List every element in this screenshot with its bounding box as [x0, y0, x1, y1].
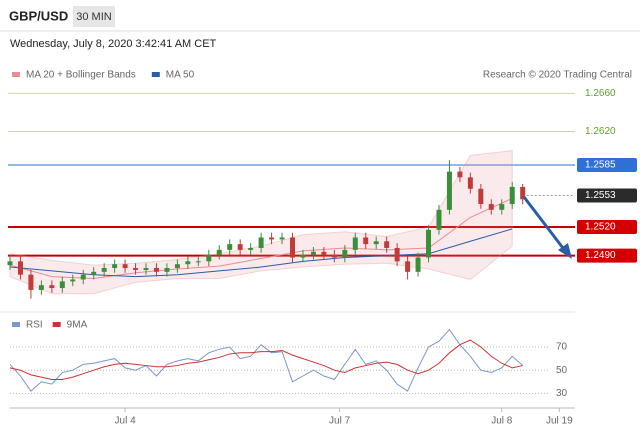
candle-body — [195, 261, 201, 263]
candle-body — [59, 281, 65, 289]
candle-body — [310, 251, 316, 255]
y-tick-label: 50 — [556, 365, 568, 376]
candle-body — [446, 171, 452, 210]
candle-body — [457, 171, 463, 178]
candle-body — [520, 186, 526, 200]
forecast-arrow — [522, 196, 568, 253]
candle-body — [206, 254, 212, 262]
candle-body — [509, 186, 515, 205]
candle-body — [38, 285, 44, 290]
candle-body — [122, 264, 128, 269]
candle-body — [384, 241, 390, 248]
candle-body — [269, 237, 275, 240]
candle-body — [143, 268, 149, 270]
y-tick-label: 70 — [556, 342, 568, 353]
candle-body — [258, 237, 264, 248]
bollinger-band — [9, 150, 513, 295]
level-label: 1.2585 — [585, 160, 616, 171]
level-label: 1.2620 — [585, 126, 616, 137]
candle-body — [216, 249, 222, 255]
candle-body — [488, 204, 494, 210]
candle-body — [91, 271, 97, 275]
legend-swatch — [12, 322, 20, 327]
x-tick-label: Jul 4 — [115, 416, 137, 427]
candle-body — [478, 188, 484, 205]
candle-body — [133, 268, 139, 270]
x-tick-label: Jul 8 — [491, 416, 513, 427]
candle-body — [49, 285, 55, 289]
candle-body — [321, 251, 327, 255]
candle-body — [436, 209, 442, 230]
legend-swatch — [52, 322, 61, 327]
indicator-line — [9, 328, 524, 392]
legend-label: 9MA — [67, 320, 88, 331]
candle-body — [70, 279, 76, 282]
candle-body — [227, 244, 233, 250]
timestamp: Wednesday, July 8, 2020 3:42:41 AM CET — [10, 38, 217, 50]
candle-body — [153, 268, 159, 272]
candle-body — [342, 249, 348, 258]
legend-label: RSI — [26, 320, 43, 331]
candle-body — [164, 268, 170, 272]
candle-body — [28, 274, 34, 290]
candle-body — [415, 257, 421, 272]
credit: Research © 2020 Trading Central — [483, 70, 632, 81]
candle-body — [363, 237, 369, 245]
level-label: 1.2490 — [585, 250, 616, 261]
candle-body — [7, 261, 13, 266]
forecast-arrowhead — [558, 243, 572, 259]
level-label-box — [577, 157, 637, 172]
legend-swatch — [151, 72, 160, 77]
x-tick-label: Jul 19 — [546, 416, 573, 427]
candle-body — [112, 264, 118, 269]
x-tick-label: Jul 7 — [329, 416, 351, 427]
candle-body — [174, 264, 180, 269]
level-label-box — [577, 248, 637, 263]
candle-body — [17, 261, 23, 275]
candle-body — [101, 268, 107, 272]
level-label-box — [577, 219, 637, 234]
candle-body — [80, 274, 86, 280]
timeframe-box — [73, 6, 115, 27]
y-tick-label: 30 — [556, 388, 568, 399]
candle-body — [499, 204, 505, 210]
candle-body — [467, 177, 473, 189]
level-label-box — [577, 188, 637, 203]
candle-body — [279, 237, 285, 240]
level-label: 1.2520 — [585, 222, 616, 233]
candle-body — [373, 241, 379, 245]
indicator-line — [9, 339, 523, 380]
candle-body — [300, 254, 306, 258]
candle-body — [237, 244, 243, 250]
level-label: 1.2553 — [585, 190, 616, 201]
legend-swatch — [12, 72, 20, 77]
legend-label: MA 20 + Bollinger Bands — [26, 70, 136, 81]
candle-body — [394, 247, 400, 262]
symbol: GBP/USD — [9, 8, 68, 23]
candle-body — [426, 229, 432, 258]
candle-body — [185, 261, 191, 265]
timeframe: 30 MIN — [76, 11, 112, 23]
candle-body — [331, 254, 337, 258]
candle-body — [405, 261, 411, 272]
candle-body — [352, 237, 358, 250]
level-label: 1.2660 — [585, 88, 616, 99]
candle-body — [248, 247, 254, 250]
candle-body — [290, 237, 295, 258]
legend-label: MA 50 — [166, 70, 195, 81]
